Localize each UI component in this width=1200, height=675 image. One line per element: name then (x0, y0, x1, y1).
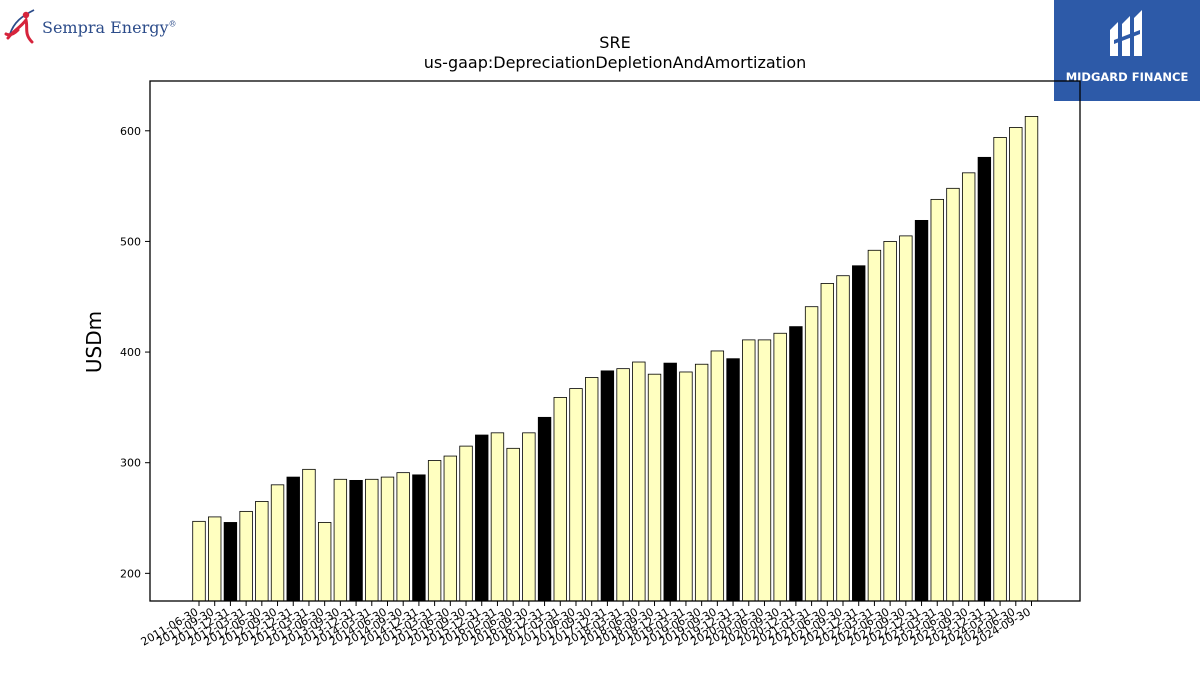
midgard-wordmark: MIDGARD FINANCE (1065, 70, 1189, 84)
y-tick-label: 500 (120, 235, 141, 248)
bar (773, 332, 787, 602)
sempra-energy-logo: Sempra Energy® (4, 4, 177, 48)
bar (993, 137, 1007, 602)
bar (317, 522, 332, 602)
bar (302, 468, 316, 602)
y-tick-label: 200 (120, 567, 141, 580)
bar (852, 265, 866, 602)
bar (663, 362, 677, 602)
bar (616, 368, 630, 602)
sempra-name: Sempra Energy (42, 18, 169, 37)
bar (506, 447, 520, 602)
bar (820, 283, 834, 602)
sempra-wordmark: Sempra Energy® (42, 18, 177, 37)
bar (585, 377, 599, 602)
bar (946, 187, 960, 602)
bar (569, 388, 583, 602)
bar (977, 156, 992, 602)
bar (867, 249, 882, 602)
bar (459, 445, 473, 602)
bar (757, 339, 772, 602)
y-tick-label: 400 (120, 346, 141, 359)
bar (522, 432, 536, 602)
bar (286, 476, 300, 602)
chart-subtitle: us-gaap:DepreciationDepletionAndAmortiza… (424, 53, 807, 72)
bar (1009, 127, 1023, 602)
bar (270, 484, 285, 602)
sempra-figure-icon (4, 9, 35, 44)
bar (255, 501, 269, 602)
bar (804, 306, 819, 602)
bar (192, 520, 206, 602)
bar (789, 326, 803, 602)
midgard-finance-logo: MIDGARD FINANCE (1054, 0, 1200, 101)
bar (694, 363, 709, 602)
bar (443, 455, 458, 602)
bar (899, 235, 913, 602)
bar (632, 361, 646, 602)
y-axis-ticks: 200 300 400 500 600 (120, 125, 150, 580)
midgard-emblem-icon (1110, 10, 1142, 56)
bar (647, 373, 662, 602)
y-tick-label: 600 (120, 125, 141, 138)
bar (961, 172, 976, 602)
bar (930, 198, 944, 602)
y-tick-label: 300 (120, 457, 141, 470)
x-axis-ticks: 2011-06-302011-09-302011-12-312012-03-31… (139, 601, 1033, 649)
bar (553, 397, 567, 602)
registered-mark: ® (168, 19, 177, 29)
bar (349, 479, 363, 602)
bar (537, 416, 552, 602)
plot-frame (149, 80, 1081, 602)
bar (208, 516, 222, 602)
bar (836, 275, 850, 602)
bar (412, 474, 426, 602)
bar (490, 432, 505, 602)
bar (726, 358, 740, 602)
bar (883, 241, 897, 602)
bar (239, 510, 253, 602)
bar (333, 478, 348, 602)
bar (914, 219, 929, 602)
bar (600, 370, 615, 602)
bar (742, 339, 756, 602)
bar (396, 472, 410, 602)
chart-title: SRE (599, 33, 630, 52)
bar (475, 434, 489, 602)
bar (380, 476, 395, 602)
bars-group (192, 116, 1039, 602)
y-axis-label: USDm (82, 311, 106, 373)
bar (679, 371, 693, 602)
bar (710, 350, 725, 602)
bar (427, 460, 442, 602)
bar (365, 478, 379, 602)
bar (1024, 116, 1039, 602)
bar (223, 522, 238, 602)
